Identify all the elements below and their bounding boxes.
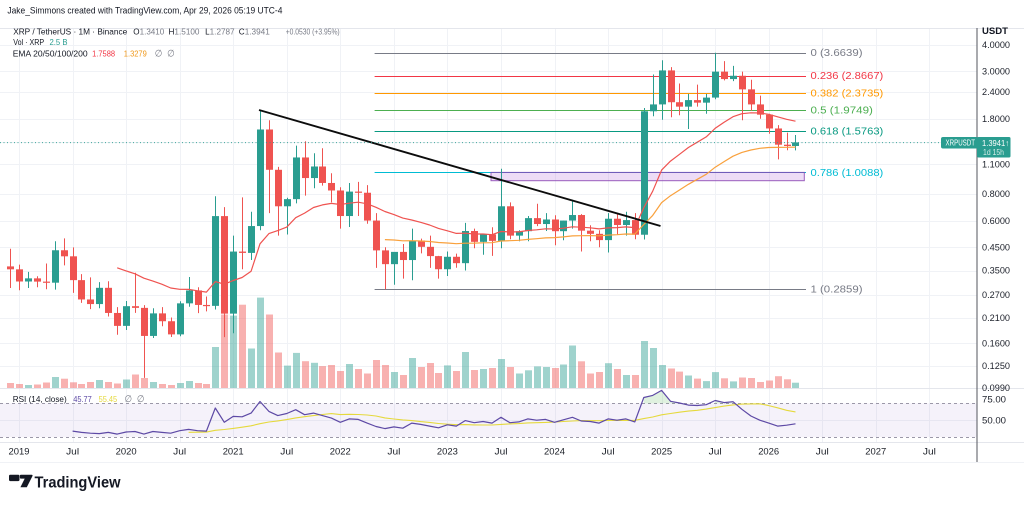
svg-text:Jul: Jul	[602, 447, 615, 458]
svg-text:55.45: 55.45	[99, 394, 118, 404]
svg-text:0.786 (1.0088): 0.786 (1.0088)	[811, 168, 884, 179]
svg-text:0.382 (2.3735): 0.382 (2.3735)	[811, 89, 884, 100]
svg-text:3.0000: 3.0000	[982, 67, 1010, 78]
svg-text:4.0000: 4.0000	[982, 40, 1010, 51]
svg-text:75.00: 75.00	[982, 394, 1006, 405]
svg-text:0.8000: 0.8000	[982, 189, 1010, 200]
svg-text:2023: 2023	[437, 447, 458, 458]
svg-text:RSI (14, close): RSI (14, close)	[13, 394, 67, 404]
svg-text:H1.5100: H1.5100	[169, 27, 200, 37]
svg-text:2027: 2027	[865, 447, 886, 458]
svg-text:USDT: USDT	[982, 26, 1008, 37]
svg-text:C1.3941: C1.3941	[239, 27, 270, 37]
svg-text:2021: 2021	[223, 447, 244, 458]
svg-text:2025: 2025	[651, 447, 672, 458]
svg-text:0.1250: 0.1250	[982, 361, 1010, 372]
svg-text:1 (0.2859): 1 (0.2859)	[811, 285, 863, 296]
svg-text:0.1600: 0.1600	[982, 338, 1010, 349]
svg-text:0.0990: 0.0990	[982, 383, 1010, 394]
svg-text:0.236 (2.8667): 0.236 (2.8667)	[811, 71, 884, 82]
svg-text:1.3941↑: 1.3941↑	[982, 138, 1009, 148]
svg-text:0.618 (1.5763): 0.618 (1.5763)	[811, 126, 884, 137]
svg-text:0.3500: 0.3500	[982, 266, 1010, 277]
svg-text:L1.2787: L1.2787	[205, 27, 235, 37]
svg-text:Jake_Simmons created with Trad: Jake_Simmons created with TradingView.co…	[7, 6, 282, 16]
svg-text:Jul: Jul	[173, 447, 186, 458]
svg-text:0.5 (1.9749): 0.5 (1.9749)	[811, 106, 873, 117]
svg-text:∅ ∅: ∅ ∅	[125, 394, 145, 405]
svg-text:Jul: Jul	[923, 447, 936, 458]
svg-text:2024: 2024	[544, 447, 565, 458]
svg-text:Jul: Jul	[280, 447, 293, 458]
svg-text:1d 15h: 1d 15h	[983, 148, 1004, 157]
svg-text:1.8000: 1.8000	[982, 114, 1010, 125]
svg-text:50.00: 50.00	[982, 415, 1006, 426]
svg-text:XRPUSDT: XRPUSDT	[946, 138, 976, 148]
svg-text:Vol · XRP: Vol · XRP	[13, 37, 44, 47]
svg-text:45.77: 45.77	[73, 394, 92, 404]
svg-text:Jul: Jul	[709, 447, 722, 458]
svg-text:Jul: Jul	[387, 447, 400, 458]
svg-text:0.6000: 0.6000	[982, 216, 1010, 227]
svg-text:1.1000: 1.1000	[982, 160, 1010, 171]
svg-text:1.3279: 1.3279	[124, 48, 147, 58]
svg-text:0 (3.6639): 0 (3.6639)	[811, 48, 863, 59]
svg-text:+0.0530 (+3.95%): +0.0530 (+3.95%)	[286, 27, 340, 37]
svg-text:XRP / TetherUS · 1M · Binance: XRP / TetherUS · 1M · Binance	[13, 27, 127, 37]
svg-text:2022: 2022	[330, 447, 351, 458]
svg-text:Jul: Jul	[816, 447, 829, 458]
svg-text:2020: 2020	[116, 447, 137, 458]
svg-text:2019: 2019	[9, 447, 30, 458]
svg-text:0.2100: 0.2100	[982, 313, 1010, 324]
svg-text:TradingView: TradingView	[35, 474, 122, 491]
svg-text:EMA 20/50/100/200: EMA 20/50/100/200	[13, 48, 88, 58]
svg-text:0.4500: 0.4500	[982, 242, 1010, 253]
svg-text:Jul: Jul	[495, 447, 508, 458]
svg-text:1.7588: 1.7588	[92, 48, 115, 58]
svg-text:2026: 2026	[758, 447, 779, 458]
svg-text:O1.3410: O1.3410	[133, 27, 164, 37]
svg-text:0.2700: 0.2700	[982, 290, 1010, 301]
svg-text:Jul: Jul	[66, 447, 79, 458]
svg-text:2.4000: 2.4000	[982, 87, 1010, 98]
svg-text:2.5 B: 2.5 B	[50, 37, 68, 47]
svg-text:∅ ∅: ∅ ∅	[155, 49, 175, 60]
